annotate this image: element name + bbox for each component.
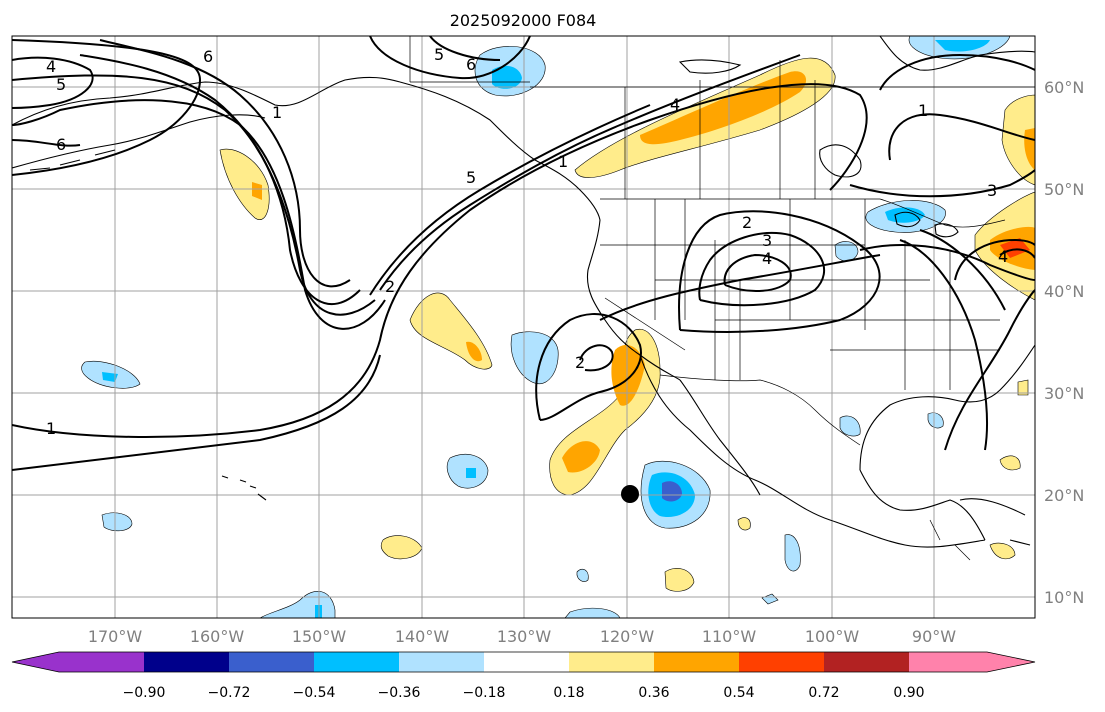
- contour-label: 2: [385, 277, 395, 296]
- colorbar-extend-min: [12, 652, 59, 672]
- latitude-label: 50°N: [1044, 180, 1084, 199]
- colorbar-swatch: [59, 652, 144, 672]
- colorbar: −0.90 −0.72 −0.54 −0.36 −0.18 0.18 0.36 …: [11, 651, 1036, 701]
- longitude-label: 140°W: [395, 627, 450, 646]
- contour-label: 2: [742, 213, 752, 232]
- colorbar-tick: −0.18: [463, 685, 506, 701]
- colorbar-tick: 0.90: [893, 685, 924, 701]
- colorbar-swatch: [569, 652, 654, 672]
- contour-label: 4: [46, 57, 56, 76]
- latitude-label: 60°N: [1044, 78, 1084, 97]
- contour-label: 6: [56, 135, 66, 154]
- contour-label: 6: [466, 55, 476, 74]
- contour-label: 4: [762, 249, 772, 268]
- colorbar-swatch: [399, 652, 484, 672]
- height-contours: [12, 36, 1035, 471]
- colorbar-tick: 0.54: [723, 685, 754, 701]
- contour-label: 2: [575, 353, 585, 372]
- colorbar-swatch: [314, 652, 399, 672]
- colorbar-swatch: [654, 652, 739, 672]
- colorbar-swatch: [909, 652, 987, 672]
- colorbar-swatch: [229, 652, 314, 672]
- colorbar-tick: 0.36: [638, 685, 669, 701]
- colorbar-outline: [11, 651, 1036, 673]
- negative-anomaly-shading: [81, 36, 1011, 618]
- colorbar-tick: 0.18: [553, 685, 584, 701]
- contour-label: 1: [918, 101, 928, 120]
- contour-label: 6: [203, 47, 213, 66]
- contour-label: 3: [987, 181, 997, 200]
- longitude-label: 100°W: [805, 627, 860, 646]
- longitude-label: 170°W: [88, 627, 143, 646]
- contour-label: 5: [434, 45, 444, 64]
- coastlines: [12, 36, 1035, 548]
- longitude-label: 160°W: [190, 627, 245, 646]
- colorbar-swatch: [824, 652, 909, 672]
- longitude-label: 120°W: [600, 627, 655, 646]
- contour-label: 1: [558, 152, 568, 171]
- colorbar-extend-max: [987, 652, 1035, 672]
- contour-label: 1: [272, 103, 282, 122]
- colorbar-swatch: [739, 652, 824, 672]
- colorbar-tick: 0.72: [808, 685, 839, 701]
- colorbar-tick: −0.36: [378, 685, 421, 701]
- contour-label: 5: [56, 75, 66, 94]
- latitude-label: 20°N: [1044, 486, 1084, 505]
- colorbar-tick: −0.54: [293, 685, 336, 701]
- contour-label: 3: [762, 231, 772, 250]
- colorbar-tick: −0.90: [123, 685, 166, 701]
- latitude-label: 10°N: [1044, 588, 1084, 607]
- longitude-axis: 170°W 160°W 150°W 140°W 130°W 120°W 110°…: [88, 627, 956, 646]
- latitude-axis: 60°N 50°N 40°N 30°N 20°N 10°N: [1044, 78, 1084, 607]
- longitude-label: 130°W: [497, 627, 552, 646]
- storm-center-marker: [621, 485, 639, 503]
- longitude-label: 90°W: [912, 627, 956, 646]
- latitude-label: 40°N: [1044, 282, 1084, 301]
- contour-label: 4: [670, 95, 680, 114]
- contour-label: 4: [998, 247, 1008, 266]
- figure-title: 2025092000 F084: [450, 11, 597, 30]
- contour-label: 1: [46, 419, 56, 438]
- contour-labels: 1 2 2 2 3 3 4 4 4 5 5 6 6 6 1 1 1 5 4: [46, 45, 1008, 438]
- colorbar-swatch: [144, 652, 229, 672]
- map-frame: [11, 35, 1036, 619]
- contour-label: 5: [466, 168, 476, 187]
- longitude-label: 150°W: [292, 627, 347, 646]
- colorbar-swatch: [484, 652, 569, 672]
- colorbar-tick: −0.72: [208, 685, 251, 701]
- longitude-label: 110°W: [702, 627, 757, 646]
- plot-area: [12, 36, 1035, 618]
- latitude-label: 30°N: [1044, 384, 1084, 403]
